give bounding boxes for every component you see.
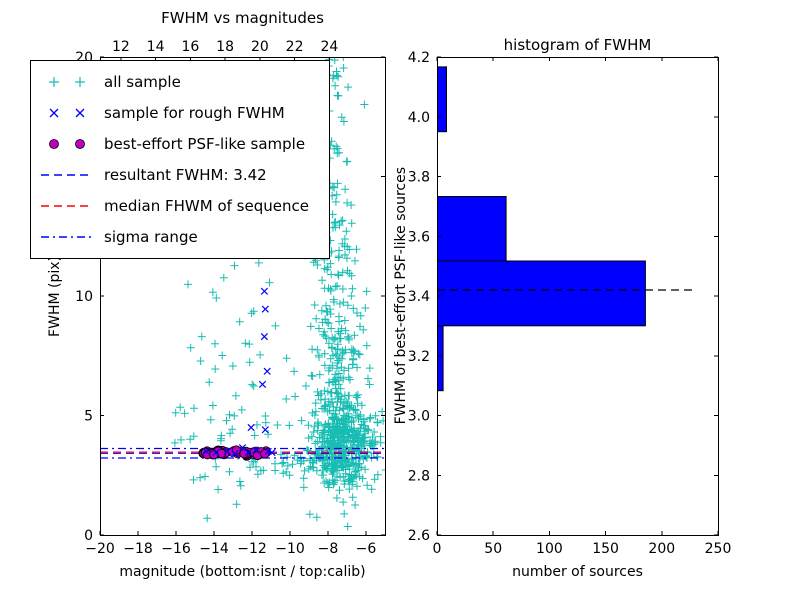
svg-text:−20: −20 — [85, 541, 115, 557]
legend-label: all sample — [104, 73, 181, 91]
legend-item-all-sample: all sample — [39, 69, 321, 95]
left-plot-title: FWHM vs magnitudes — [161, 9, 324, 27]
histogram-bar — [437, 260, 646, 327]
svg-text:2.6: 2.6 — [408, 528, 430, 544]
legend-label: resultant FWHM: 3.42 — [104, 166, 267, 184]
left-plot-xlabel: magnitude (bottom:isnt / top:calib) — [119, 564, 366, 580]
histogram-bar — [437, 196, 507, 262]
blue-dashed-line-marker — [39, 167, 95, 183]
svg-text:200: 200 — [648, 541, 675, 557]
right-plot-title: histogram of FWHM — [503, 36, 652, 54]
svg-text:100: 100 — [536, 541, 563, 557]
legend-label: sample for rough FWHM — [104, 104, 285, 122]
svg-text:3.6: 3.6 — [408, 229, 430, 245]
svg-text:150: 150 — [592, 541, 619, 557]
rough-fwhm-sample-points — [202, 287, 276, 458]
legend-item-rough-fwhm-sample: sample for rough FWHM — [39, 100, 321, 126]
svg-text:14: 14 — [147, 39, 165, 55]
x-marker — [39, 105, 95, 121]
legend-label: best-effort PSF-like sample — [104, 135, 306, 153]
left-plot-x-ticks: −20 −18 −16 −14 −12 −10 −8 −6 — [85, 531, 376, 557]
legend: all sample sample for rough FWHM best-ef… — [30, 60, 330, 259]
svg-text:−18: −18 — [123, 541, 153, 557]
svg-text:−6: −6 — [356, 541, 377, 557]
svg-text:16: 16 — [181, 39, 199, 55]
plus-marker — [39, 74, 95, 90]
svg-text:3.4: 3.4 — [408, 289, 430, 305]
svg-text:−16: −16 — [161, 541, 191, 557]
histogram-bar — [437, 325, 444, 392]
legend-label: sigma range — [104, 228, 198, 246]
right-plot-ylabel-text: FWHM of best-effort PSF-like sources — [393, 167, 409, 425]
svg-text:3.2: 3.2 — [408, 349, 430, 365]
histogram-bar — [437, 66, 447, 133]
svg-text:24: 24 — [320, 39, 338, 55]
svg-text:250: 250 — [705, 541, 732, 557]
svg-text:−10: −10 — [275, 541, 305, 557]
svg-text:−8: −8 — [318, 541, 339, 557]
svg-text:−12: −12 — [237, 541, 267, 557]
legend-item-resultant-fwhm: resultant FWHM: 3.42 — [39, 162, 321, 188]
svg-text:0: 0 — [84, 528, 93, 544]
all-sample-points — [170, 57, 385, 531]
svg-text:−14: −14 — [199, 541, 229, 557]
blue-dashdot-line-marker — [39, 229, 95, 245]
svg-text:3.0: 3.0 — [408, 409, 430, 425]
left-plot-ylabel-text: FWHM (pix) — [47, 255, 63, 337]
right-plot-ylabel: FWHM of best-effort PSF-like sources — [392, 57, 410, 535]
legend-item-sigma-range: sigma range — [39, 224, 321, 250]
right-plot-y-ticks: 2.6 2.8 3.0 3.2 3.4 3.6 3.8 4.0 4.2 — [408, 50, 718, 544]
right-plot-xlabel: number of sources — [512, 564, 643, 580]
legend-label: median FHWM of sequence — [104, 197, 309, 215]
svg-text:2.8: 2.8 — [408, 468, 430, 484]
svg-text:12: 12 — [112, 39, 130, 55]
svg-text:10: 10 — [75, 289, 93, 305]
svg-text:22: 22 — [286, 39, 304, 55]
circle-marker — [39, 136, 95, 152]
svg-text:18: 18 — [216, 39, 234, 55]
svg-text:3.8: 3.8 — [408, 170, 430, 186]
svg-text:50: 50 — [484, 541, 502, 557]
svg-text:4.2: 4.2 — [408, 50, 430, 66]
left-plot-top-ticks: 12 14 16 18 20 22 24 — [112, 39, 338, 61]
svg-text:20: 20 — [251, 39, 269, 55]
svg-text:5: 5 — [84, 409, 93, 425]
legend-item-median-fwhm: median FHWM of sequence — [39, 193, 321, 219]
svg-text:4.0: 4.0 — [408, 110, 430, 126]
svg-text:0: 0 — [433, 541, 442, 557]
histogram-bars — [437, 66, 646, 392]
right-plot-x-ticks: 0 50 100 150 200 250 — [433, 57, 732, 557]
legend-item-psf-like-sample: best-effort PSF-like sample — [39, 131, 321, 157]
red-dashed-line-marker — [39, 198, 95, 214]
scatter-data — [100, 57, 385, 531]
